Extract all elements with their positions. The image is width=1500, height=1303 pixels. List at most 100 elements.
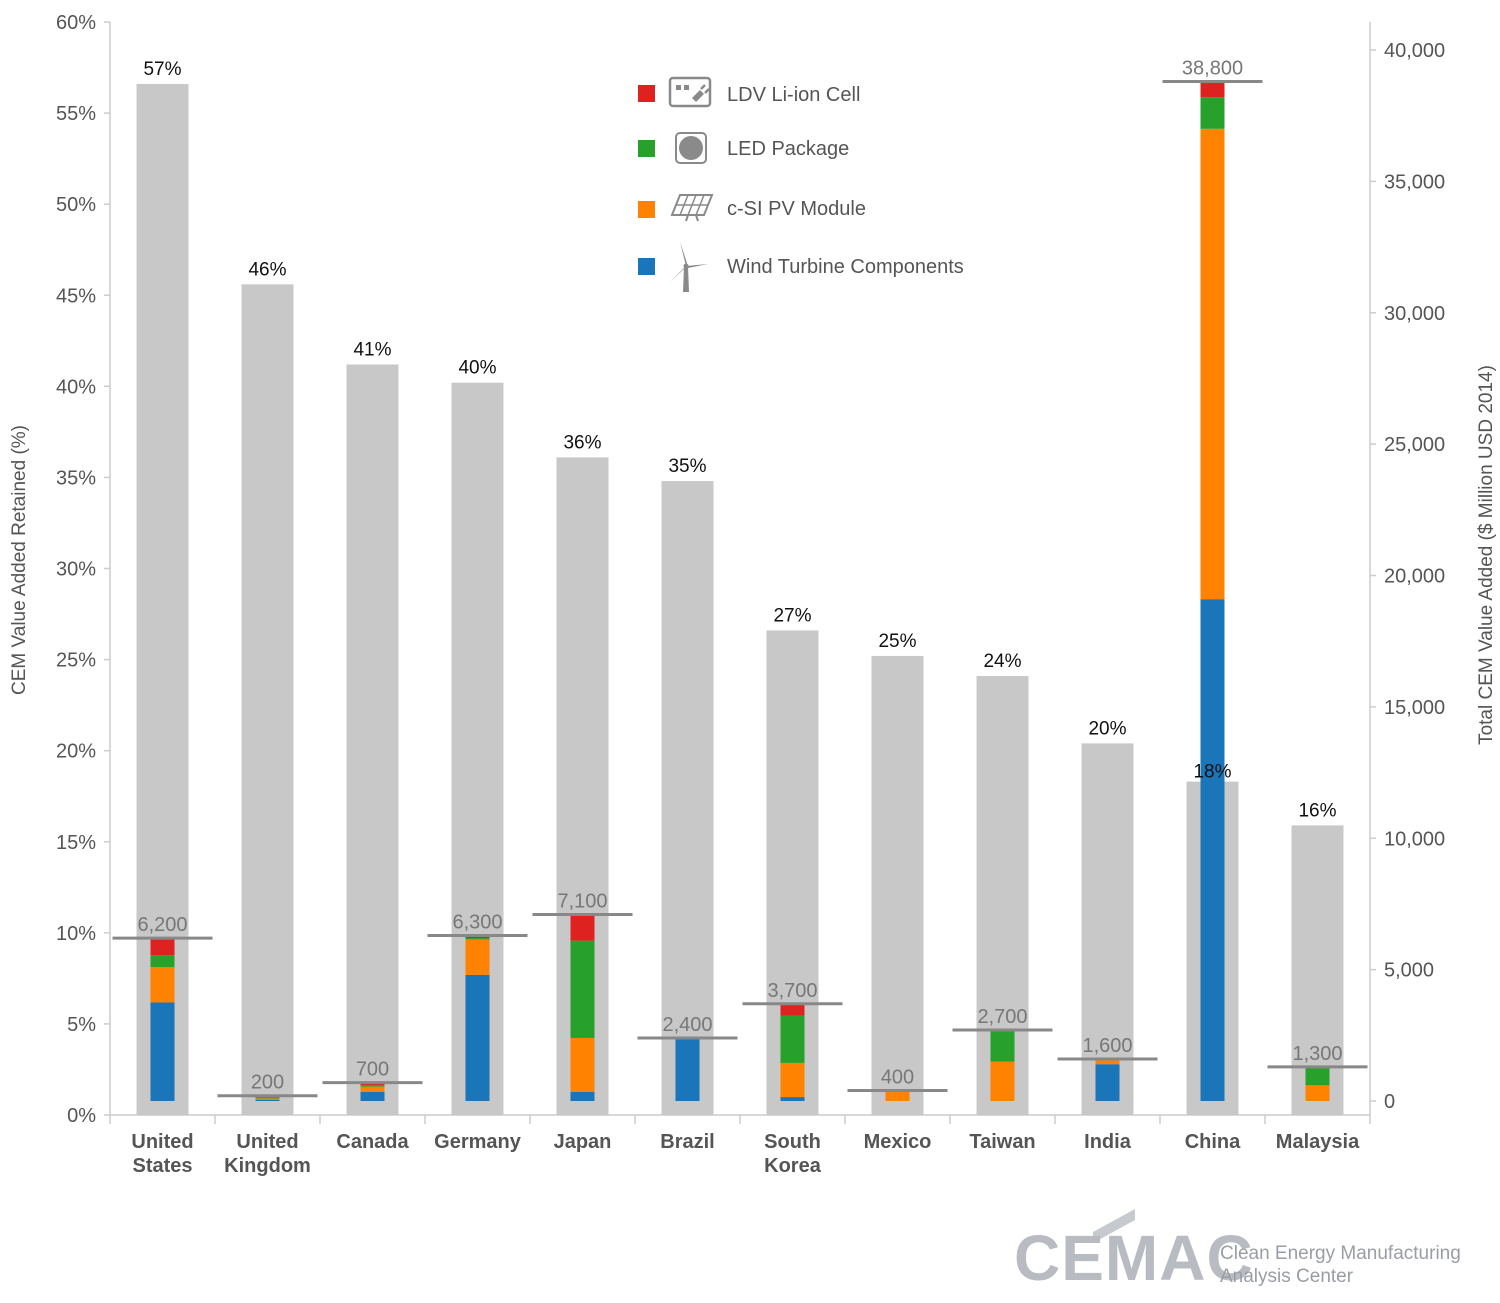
stack-segment-ldv: [570, 914, 595, 941]
stack-segment-pv: [1200, 128, 1225, 600]
retained-pct-label: 57%: [143, 59, 181, 80]
stack-segment-wind: [150, 1002, 175, 1101]
category-label: Malaysia: [1276, 1131, 1360, 1153]
stack-segment-pv: [465, 939, 490, 975]
stack-segment-led: [360, 1085, 385, 1087]
left-axis-ticks: 0% 5% 10% 15% 20% 25% 30% 35% 40% 45% 50% 55% 60%: [56, 12, 110, 1127]
retained-pct-label: 16%: [1298, 800, 1336, 821]
total-value-label: 400: [881, 1066, 914, 1088]
stack-segment-pv: [1305, 1085, 1330, 1101]
stack-segment-led: [1200, 97, 1225, 129]
category-label: China: [1185, 1131, 1241, 1153]
total-value-label: 200: [251, 1072, 284, 1094]
category-label: Taiwan: [969, 1131, 1035, 1153]
logo-sub-line2: Analysis Center: [1220, 1266, 1354, 1287]
retained-pct-label: 41%: [353, 339, 391, 360]
legend-swatch-led: [638, 140, 655, 157]
stack-segment-pv: [360, 1086, 385, 1092]
retained-pct-label: 36%: [563, 432, 601, 453]
category-label: Germany: [434, 1131, 522, 1153]
y2-tick-label: 35,000: [1384, 171, 1445, 193]
stack-segment-pv: [990, 1061, 1015, 1101]
stack-segment-wind: [1095, 1064, 1120, 1101]
stack-segment-led: [150, 955, 175, 967]
category-label: India: [1084, 1131, 1132, 1153]
total-value-label: 3,700: [767, 980, 817, 1002]
retained-pct-label: 18%: [1193, 762, 1231, 783]
y-tick-label: 25%: [56, 650, 96, 672]
category-label: United: [131, 1131, 193, 1153]
retained-bar: [346, 364, 399, 1115]
category-label: Japan: [554, 1131, 612, 1153]
y-axis-title: CEM Value Added Retained (%): [9, 425, 30, 695]
category-label: Brazil: [660, 1131, 714, 1153]
stack-segment-ldv: [360, 1083, 385, 1086]
total-value-label: 6,300: [452, 911, 502, 933]
stack-segment-led: [255, 1097, 280, 1099]
legend-swatch-pv: [638, 201, 655, 218]
stack-segment-wind: [675, 1039, 700, 1101]
retained-bars: [136, 83, 1344, 1116]
y-tick-label: 20%: [56, 741, 96, 763]
y2-tick-label: 15,000: [1384, 697, 1445, 719]
category-label: Korea: [764, 1155, 822, 1177]
logo-sub-line1: Clean Energy Manufacturing: [1220, 1243, 1461, 1264]
category-label: South: [764, 1131, 821, 1153]
y-tick-label: 10%: [56, 923, 96, 945]
y-tick-label: 15%: [56, 832, 96, 854]
legend-label-ldv: LDV Li-ion Cell: [727, 84, 860, 106]
retained-bar: [241, 284, 294, 1115]
retained-pct-label: 40%: [458, 358, 496, 379]
stack-segment-wind: [465, 974, 490, 1101]
y2-tick-label: 5,000: [1384, 960, 1434, 982]
stack-segment-wind: [360, 1091, 385, 1101]
right-axis-ticks: 0 5,000 10,000 15,000 20,000 25,000 30,000 35,0…: [1370, 40, 1445, 1113]
y2-tick-label: 0: [1384, 1091, 1395, 1113]
category-label: Mexico: [864, 1131, 932, 1153]
y2-tick-label: 25,000: [1384, 434, 1445, 456]
y-tick-label: 55%: [56, 103, 96, 125]
y-tick-label: 60%: [56, 12, 96, 34]
led-icon: [675, 132, 707, 164]
retained-bar: [1081, 743, 1134, 1115]
plug-in-car-icon: [668, 76, 712, 108]
logo-main-text: CEMAC: [1014, 1222, 1254, 1294]
stack-segment-ldv: [780, 1003, 805, 1016]
wind-turbine-icon: [670, 242, 708, 292]
total-value-label: 700: [356, 1059, 389, 1081]
y-tick-label: 5%: [67, 1014, 96, 1036]
legend-label-pv: c-SI PV Module: [727, 198, 866, 220]
y-tick-label: 35%: [56, 467, 96, 489]
category-label: Kingdom: [224, 1155, 311, 1177]
y2-axis-title: Total CEM Value Added ($ Million USD 201…: [1476, 365, 1497, 745]
stack-segment-wind: [1200, 599, 1225, 1101]
y-tick-label: 30%: [56, 559, 96, 581]
stack-segment-pv: [780, 1062, 805, 1098]
y2-tick-label: 10,000: [1384, 828, 1445, 850]
total-value-label: 1,600: [1082, 1035, 1132, 1057]
legend-swatch-wind: [638, 258, 655, 275]
y2-tick-label: 20,000: [1384, 566, 1445, 588]
stack-segment-pv: [255, 1098, 280, 1100]
total-value-label: 2,400: [662, 1014, 712, 1036]
retained-pct-label: 46%: [248, 259, 286, 280]
total-value-label: 1,300: [1292, 1043, 1342, 1065]
legend: LDV Li-ion Cell LED Package c-SI PV Modu…: [638, 76, 964, 292]
stack-segment-wind: [570, 1091, 595, 1101]
stack-segment-wind: [780, 1097, 805, 1101]
logo-roof-icon: [1093, 1209, 1135, 1243]
retained-pct-label: 35%: [668, 456, 706, 477]
stack-segment-ldv: [1200, 81, 1225, 98]
stack-segment-led: [570, 940, 595, 1038]
stack-segment-wind: [255, 1099, 280, 1101]
stack-segment-pv: [885, 1090, 910, 1101]
category-label: States: [132, 1155, 192, 1177]
retained-pct-label: 25%: [878, 631, 916, 652]
retained-bar: [661, 481, 714, 1115]
total-value-label: 6,200: [137, 914, 187, 936]
stack-segment-led: [780, 1015, 805, 1063]
y2-tick-label: 30,000: [1384, 303, 1445, 325]
legend-label-led: LED Package: [727, 138, 849, 160]
cemac-logo: CEMAC Clean Energy Manufacturing Analysi…: [1014, 1209, 1461, 1294]
category-label: United: [236, 1131, 298, 1153]
